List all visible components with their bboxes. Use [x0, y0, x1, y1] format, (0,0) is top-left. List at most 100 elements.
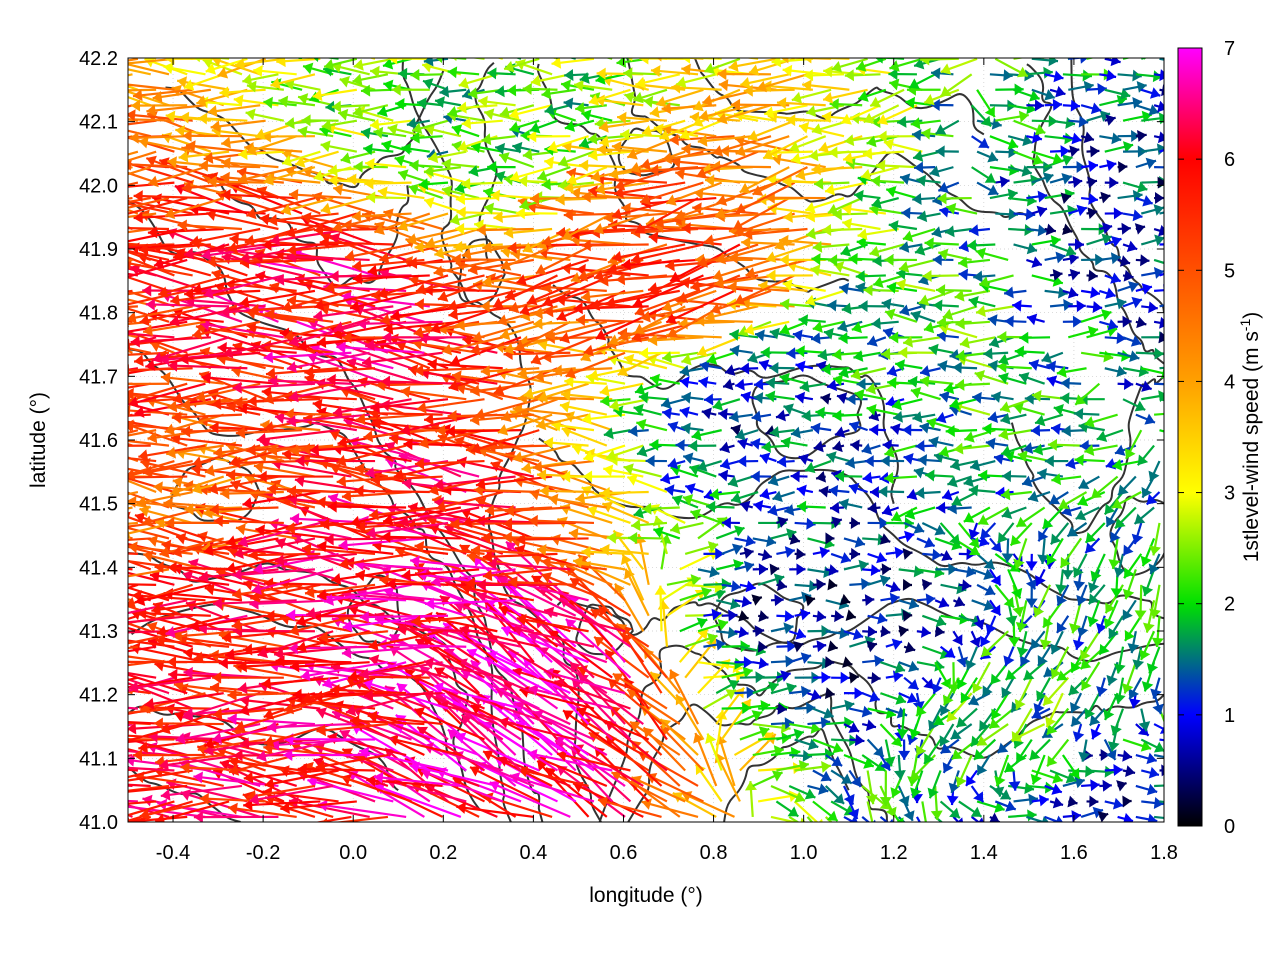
wind-vector-head [182, 570, 194, 582]
wind-vector-head [541, 556, 552, 569]
wind-vector-shaft [132, 594, 206, 602]
wind-vector-head [70, 776, 79, 788]
wind-vector [482, 568, 553, 582]
wind-vector [752, 625, 765, 638]
wind-vector [153, 717, 224, 730]
wind-vector [556, 749, 631, 772]
wind-vector [702, 689, 737, 710]
wind-vector-head [363, 689, 374, 702]
wind-vector-head [1141, 585, 1154, 597]
wind-vector-head [823, 707, 834, 720]
wind-vector-head [128, 783, 129, 787]
wind-vector-head [456, 801, 467, 814]
wind-vector-head [1025, 598, 1038, 608]
wind-vector-shaft [372, 543, 449, 555]
wind-vector [250, 583, 321, 603]
wind-vector-head [697, 629, 708, 640]
wind-vector [960, 677, 978, 704]
wind-vector [849, 734, 865, 747]
wind-vector [128, 583, 139, 590]
wind-vector-shaft [439, 628, 522, 648]
wind-vector-head [269, 738, 280, 751]
wind-vector [752, 563, 768, 576]
wind-vector-shaft [250, 583, 321, 600]
wind-vector-head [940, 677, 952, 689]
wind-vector-head [934, 625, 945, 638]
wind-vector [953, 565, 977, 578]
wind-vector-head [1113, 764, 1123, 777]
wind-vector [239, 692, 316, 716]
wind-vector [831, 671, 850, 684]
wind-vector [128, 660, 133, 664]
wind-vector-head [243, 798, 253, 811]
wind-vector [396, 623, 480, 636]
wind-vector-head [1025, 578, 1037, 590]
wind-vector-head [705, 638, 717, 650]
wind-vector-head [88, 525, 98, 537]
wind-vector-shaft [543, 670, 626, 695]
wind-vector-head [956, 656, 969, 667]
wind-vector [1097, 811, 1109, 822]
wind-vector-head [501, 625, 512, 637]
wind-vector-head [1031, 708, 1043, 720]
wind-vector-head [745, 580, 756, 593]
wind-vector [812, 707, 835, 720]
wind-vector-shaft [1154, 784, 1164, 788]
wind-vector-shaft [173, 683, 243, 695]
wind-vector [562, 709, 626, 756]
wind-vector [939, 645, 956, 659]
wind-vector-shaft [153, 722, 224, 726]
wind-vector [232, 583, 303, 600]
wind-vector [228, 753, 297, 776]
wind-vector [824, 816, 833, 822]
wind-vector-shaft [292, 692, 370, 696]
wind-vector [413, 707, 485, 741]
wind-vector-head [1139, 649, 1151, 660]
wind-vector-shaft [264, 769, 339, 787]
wind-vector-head [1011, 731, 1023, 742]
wind-vector [317, 540, 394, 555]
wind-vector [363, 689, 443, 702]
wind-vector-shaft [243, 800, 321, 807]
wind-vector-shaft [452, 777, 517, 818]
wind-vector-head [1113, 663, 1126, 674]
wind-vector-head [1162, 733, 1164, 735]
wind-vector-head [425, 597, 435, 610]
wind-vector [770, 784, 806, 803]
wind-vector-head [1050, 643, 1062, 655]
wind-vector-head [193, 811, 203, 822]
wind-vector [410, 555, 498, 571]
wind-vector [880, 692, 907, 705]
wind-vector-head [1028, 793, 1038, 806]
wind-vector [952, 630, 964, 646]
wind-vector [261, 676, 339, 690]
wind-vector-shaft [433, 684, 522, 710]
wind-vector-head [155, 634, 166, 647]
wind-vector-head [155, 813, 165, 822]
wind-vector [734, 710, 763, 726]
wind-vector [1139, 630, 1156, 661]
wind-vector [1146, 646, 1161, 674]
wind-vector-head [939, 735, 950, 747]
wind-vector [757, 573, 785, 586]
wind-vector-head [784, 610, 795, 623]
wind-vector-head [1011, 587, 1023, 599]
wind-vector-head [965, 659, 977, 671]
wind-vector [374, 782, 462, 818]
wind-vector-head [590, 609, 602, 620]
wind-vector-head [877, 612, 888, 625]
wind-vector [193, 771, 279, 788]
wind-vector-head [825, 656, 835, 669]
wind-vector-shaft [545, 767, 608, 818]
wind-vector-shaft [144, 692, 224, 707]
wind-vector-head [51, 774, 60, 786]
wind-vector [825, 564, 839, 576]
wind-vector-head [1127, 643, 1140, 654]
wind-vector [812, 610, 827, 623]
wind-vector-head [727, 626, 738, 639]
wind-vector [898, 597, 920, 610]
wind-vector-head [1103, 617, 1115, 629]
wind-vector-head [92, 534, 102, 546]
wind-vector-shaft [507, 583, 577, 648]
wind-vector-head [879, 797, 892, 807]
